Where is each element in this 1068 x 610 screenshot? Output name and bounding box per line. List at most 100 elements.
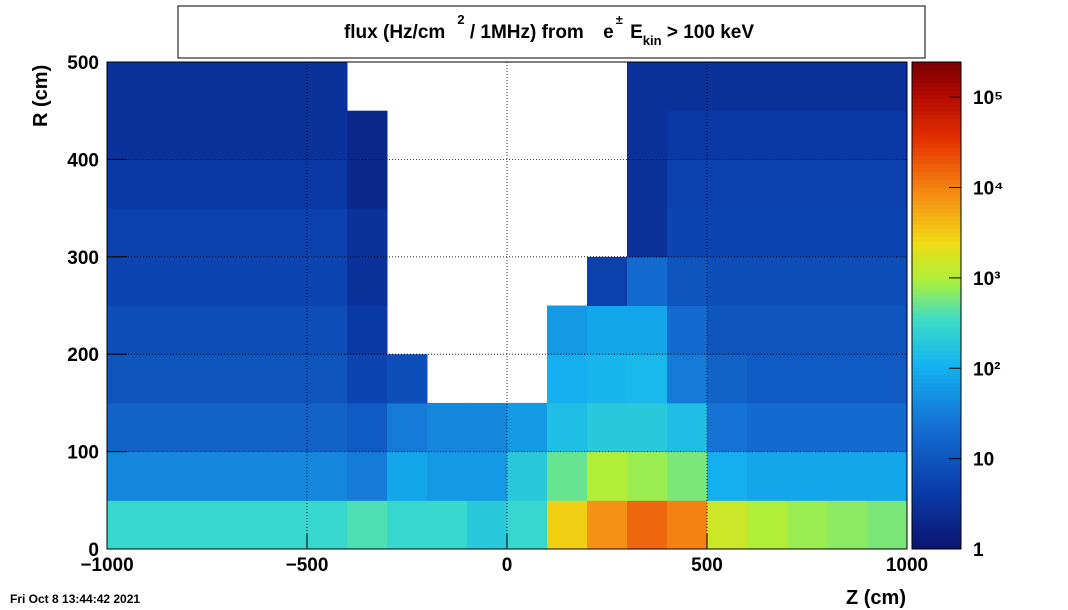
heatmap-cell: [867, 451, 908, 501]
colorbar-tick-label: 10²: [973, 359, 1000, 380]
colorbar-swatch: [912, 78, 961, 83]
colorbar-swatch: [912, 484, 961, 489]
heatmap-cell: [587, 256, 628, 306]
colorbar-swatch: [912, 264, 961, 270]
colorbar-swatch: [912, 70, 961, 75]
colorbar-swatch: [912, 297, 961, 302]
heatmap-cell: [307, 354, 348, 404]
colorbar-swatch: [912, 66, 961, 71]
colorbar-swatch: [912, 74, 961, 79]
heatmap-cell: [707, 354, 748, 404]
heatmap-cell: [827, 110, 868, 160]
heatmap-cell: [667, 208, 708, 258]
heatmap-cell: [667, 62, 708, 112]
colorbar-swatch: [912, 532, 961, 538]
heatmap-cell: [587, 354, 628, 404]
heatmap-cell: [147, 451, 188, 501]
heatmap-cell: [587, 402, 628, 453]
colorbar-swatch: [912, 102, 961, 108]
heatmap-cell: [227, 402, 268, 453]
heatmap-cell: [867, 354, 908, 404]
heatmap-cell: [627, 402, 668, 453]
heatmap-cell: [227, 62, 268, 112]
colorbar-swatch: [912, 536, 961, 542]
colorbar-swatch: [912, 419, 961, 424]
colorbar-swatch: [912, 500, 961, 505]
colorbar-swatch: [912, 199, 961, 205]
heatmap-cell: [507, 402, 548, 453]
colorbar-swatch: [912, 147, 961, 152]
colorbar-swatch: [912, 248, 961, 254]
heatmap-cell: [827, 159, 868, 209]
heatmap-cell: [787, 110, 828, 160]
heatmap-cell: [547, 354, 588, 404]
colorbar-tick-label: 1: [973, 540, 984, 561]
heatmap-cell: [347, 305, 388, 355]
colorbar-swatch: [912, 159, 961, 164]
heatmap-cell: [747, 451, 788, 501]
heatmap-cell: [427, 402, 468, 453]
heatmap-cell: [867, 256, 908, 306]
title-part: kin: [643, 33, 662, 48]
colorbar-swatch: [912, 480, 961, 485]
colorbar-swatch: [912, 451, 961, 457]
colorbar-swatch: [912, 236, 961, 242]
heatmap-cell: [307, 451, 348, 501]
colorbar-swatch: [912, 195, 961, 201]
colorbar-swatch: [912, 118, 961, 124]
colorbar-swatch: [912, 143, 961, 148]
colorbar-swatch: [912, 321, 961, 327]
colorbar-swatch: [912, 459, 961, 465]
colorbar-swatch: [912, 390, 961, 396]
heatmap-cell: [267, 256, 308, 306]
colorbar-swatch: [912, 244, 961, 250]
heatmap-cell: [747, 354, 788, 404]
heatmap-cell: [627, 208, 668, 258]
colorbar-swatch: [912, 447, 961, 453]
heatmap-cell: [507, 451, 548, 501]
colorbar-swatch: [912, 167, 961, 173]
heatmap-cell: [387, 500, 428, 550]
heatmap-cell: [107, 110, 148, 160]
colorbar-swatch: [912, 98, 961, 104]
colorbar-swatch: [912, 382, 961, 388]
heatmap-cell: [627, 500, 668, 550]
axes: −1000 −500 0 500 1000 0 100 200 300 400 500: [67, 53, 928, 576]
heatmap-cell: [707, 62, 748, 112]
title-box: [177, 5, 926, 59]
heatmap-cell: [867, 500, 908, 550]
heatmap-cell: [187, 62, 228, 112]
heatmap-cell: [827, 256, 868, 306]
colorbar-swatch: [912, 285, 961, 290]
colorbar-swatch: [912, 544, 961, 550]
heatmap-cell: [347, 500, 388, 550]
heatmap-cell: [787, 159, 828, 209]
heatmap-cell: [267, 159, 308, 209]
colorbar-swatch: [912, 301, 961, 306]
colorbar-tick-label: 10⁵: [973, 88, 1003, 109]
colorbar-swatch: [912, 337, 961, 343]
heatmap-cell: [227, 354, 268, 404]
colorbar-swatch: [912, 342, 961, 347]
colorbar-swatch: [912, 540, 961, 546]
heatmap-cell: [667, 500, 708, 550]
heatmap-cell: [547, 451, 588, 501]
chart-title: flux (Hz/cm 2 / 1MHz) from e± Ekin > 100 …: [344, 12, 754, 48]
heatmap-cell: [787, 451, 828, 501]
colorbar-swatch: [912, 216, 961, 221]
colorbar-swatch: [912, 171, 961, 177]
colorbar-tick-label: 10: [973, 450, 994, 471]
heatmap-cell: [307, 500, 348, 550]
heatmap-cell: [387, 451, 428, 501]
colorbar-swatch: [912, 151, 961, 156]
heatmap-cell: [867, 305, 908, 355]
plot-frame: [106, 61, 908, 550]
heatmap-cell: [747, 159, 788, 209]
heatmap-cell: [107, 256, 148, 306]
heatmap-cell: [387, 354, 428, 404]
colorbar-swatch: [912, 277, 961, 282]
colorbar-swatch: [912, 114, 961, 120]
title-part: / 1MHz) from: [465, 22, 590, 43]
heatmap-cell: [227, 256, 268, 306]
heatmap-cell: [147, 208, 188, 258]
